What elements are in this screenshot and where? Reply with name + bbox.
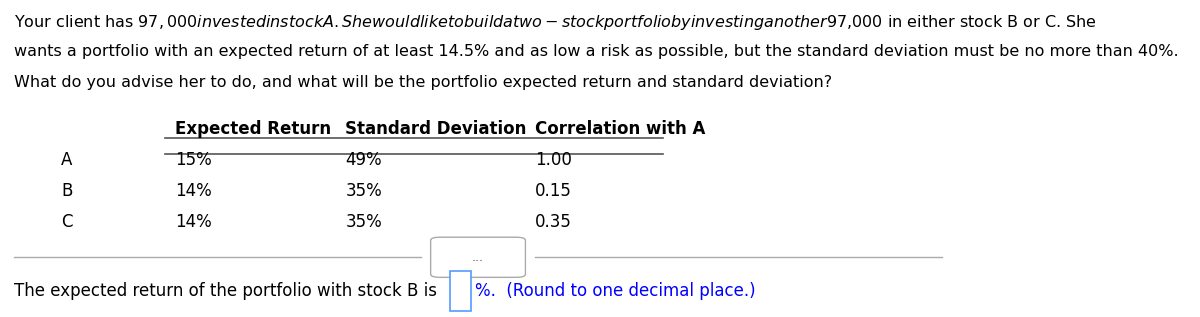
- Text: The expected return of the portfolio with stock B is: The expected return of the portfolio wit…: [13, 282, 442, 300]
- Text: 35%: 35%: [346, 182, 382, 200]
- Text: 1.00: 1.00: [535, 151, 571, 169]
- Text: 35%: 35%: [346, 213, 382, 231]
- Text: A: A: [61, 151, 72, 169]
- Text: 14%: 14%: [175, 182, 211, 200]
- Text: Standard Deviation: Standard Deviation: [346, 120, 527, 138]
- Text: C: C: [61, 213, 72, 231]
- FancyBboxPatch shape: [431, 237, 526, 277]
- Text: 0.35: 0.35: [535, 213, 571, 231]
- Text: B: B: [61, 182, 72, 200]
- Text: 15%: 15%: [175, 151, 211, 169]
- FancyBboxPatch shape: [450, 271, 470, 311]
- Text: 0.15: 0.15: [535, 182, 571, 200]
- Text: Your client has $97,000 invested in stock A. She would like to build a two-stock: Your client has $97,000 invested in stoc…: [13, 13, 1097, 32]
- Text: ...: ...: [472, 251, 484, 264]
- Text: 49%: 49%: [346, 151, 382, 169]
- Text: wants a portfolio with an expected return of at least 14.5% and as low a risk as: wants a portfolio with an expected retur…: [13, 44, 1178, 59]
- Text: What do you advise her to do, and what will be the portfolio expected return and: What do you advise her to do, and what w…: [13, 75, 832, 90]
- Text: %.  (Round to one decimal place.): %. (Round to one decimal place.): [475, 282, 755, 300]
- Text: Expected Return: Expected Return: [175, 120, 331, 138]
- Text: 14%: 14%: [175, 213, 211, 231]
- Text: Correlation with A: Correlation with A: [535, 120, 706, 138]
